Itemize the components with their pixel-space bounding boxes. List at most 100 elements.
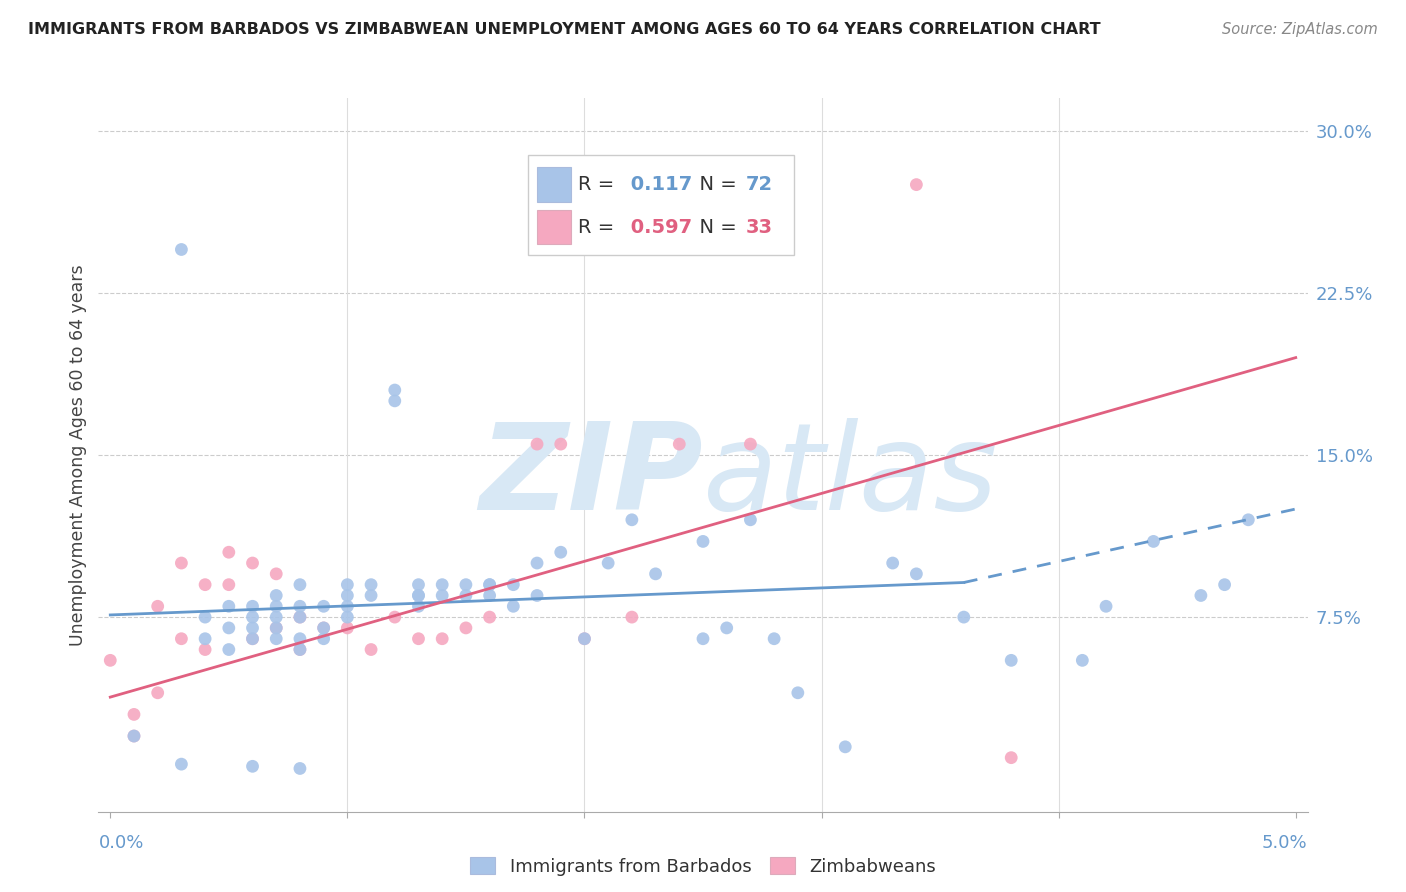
Point [1189,589,1212,603]
Point [454,621,477,635]
Point [122,729,145,743]
Text: 5.0%: 5.0% [1263,834,1308,852]
Point [170,632,193,646]
Point [288,599,311,614]
Text: 33: 33 [745,218,772,236]
Point [478,610,501,624]
Point [312,621,335,635]
Point [478,577,501,591]
Point [288,610,311,624]
Text: 0.117: 0.117 [624,175,693,194]
Point [644,566,666,581]
Point [218,545,240,559]
Point [288,610,311,624]
Point [834,739,856,754]
Point [1000,750,1022,764]
Point [1095,599,1118,614]
Point [242,759,264,773]
Point [218,621,240,635]
Point [1071,653,1094,667]
Point [264,610,287,624]
Text: atlas: atlas [703,417,998,535]
Point [360,589,382,603]
Point [526,556,548,570]
Text: ZIP: ZIP [479,417,703,535]
Point [1237,513,1260,527]
Point [478,589,501,603]
Point [716,621,738,635]
Point [432,589,454,603]
Point [550,545,572,559]
Text: R =: R = [578,218,621,236]
Point [360,577,382,591]
Point [194,577,217,591]
Point [194,610,217,624]
Point [242,632,264,646]
Point [1000,653,1022,667]
Point [408,599,430,614]
Point [336,610,359,624]
Point [336,577,359,591]
Point [740,437,762,451]
Point [264,599,287,614]
Point [288,577,311,591]
Point [408,589,430,603]
Point [336,599,359,614]
Point [598,556,620,570]
Point [786,686,808,700]
Text: R =: R = [578,175,621,194]
Point [288,642,311,657]
Point [408,589,430,603]
Point [336,589,359,603]
Point [502,577,524,591]
Text: N =: N = [688,175,744,194]
Point [170,556,193,570]
Point [478,577,501,591]
FancyBboxPatch shape [527,155,793,255]
Point [384,610,406,624]
Point [550,437,572,451]
Point [620,610,643,624]
Point [384,383,406,397]
Point [218,642,240,657]
Point [288,642,311,657]
Point [264,632,287,646]
Point [242,621,264,635]
Point [146,599,169,614]
Point [170,243,193,257]
Point [194,642,217,657]
Point [454,589,477,603]
Point [312,632,335,646]
Point [264,621,287,635]
Point [264,566,287,581]
Point [242,599,264,614]
Point [668,437,690,451]
Point [432,632,454,646]
Point [312,621,335,635]
Point [620,513,643,527]
Bar [537,168,571,202]
Text: 0.0%: 0.0% [98,834,143,852]
Point [242,556,264,570]
Point [146,686,169,700]
Point [952,610,974,624]
Text: 0.597: 0.597 [624,218,693,236]
Point [336,621,359,635]
Y-axis label: Unemployment Among Ages 60 to 64 years: Unemployment Among Ages 60 to 64 years [69,264,87,646]
Point [218,577,240,591]
Point [122,707,145,722]
Point [218,599,240,614]
Point [692,534,714,549]
Point [170,757,193,772]
Point [692,632,714,646]
Point [384,393,406,408]
Point [194,632,217,646]
Point [288,632,311,646]
Point [526,589,548,603]
Point [242,632,264,646]
Point [242,610,264,624]
Point [454,577,477,591]
Point [740,513,762,527]
Point [1213,577,1236,591]
Text: IMMIGRANTS FROM BARBADOS VS ZIMBABWEAN UNEMPLOYMENT AMONG AGES 60 TO 64 YEARS CO: IMMIGRANTS FROM BARBADOS VS ZIMBABWEAN U… [28,22,1101,37]
